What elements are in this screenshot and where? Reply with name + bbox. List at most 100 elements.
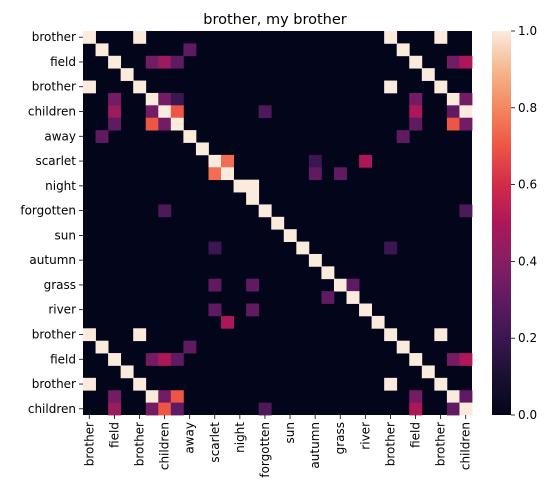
heatmap-cell — [145, 105, 159, 119]
heatmap-cell — [158, 55, 172, 69]
heatmap-cell — [221, 315, 234, 329]
heatmap-cell — [409, 353, 423, 366]
heatmap-cell — [233, 179, 247, 193]
y-tick-label: grass — [44, 278, 76, 292]
heatmap-cell — [158, 117, 172, 131]
heatmap-cell — [459, 204, 473, 218]
heatmap-cell — [258, 105, 272, 119]
heatmap-cell — [145, 117, 159, 131]
heatmap-cell — [384, 31, 398, 44]
heatmap-cell — [333, 278, 347, 292]
heatmap-cell — [359, 154, 373, 168]
x-tick-label: field — [409, 422, 423, 448]
heatmap-cell — [446, 117, 460, 131]
heatmap-cell — [170, 390, 184, 404]
heatmap-cell — [158, 402, 172, 416]
heatmap-cell — [283, 229, 297, 242]
heatmap-cell — [158, 105, 172, 119]
heatmap-cell — [170, 55, 184, 69]
colorbar-tick-label: 0.4 — [518, 254, 537, 268]
x-tick-label: away — [183, 422, 197, 454]
heatmap-cell — [208, 278, 222, 292]
heatmap-cell — [308, 154, 322, 168]
y-tick-label: night — [45, 179, 76, 193]
heatmap-cell — [459, 105, 473, 119]
heatmap-cell — [95, 130, 109, 143]
heatmap-cell — [346, 278, 360, 292]
heatmap-cell — [409, 105, 423, 119]
heatmap-cell — [446, 55, 460, 69]
heatmap-cell — [108, 353, 122, 366]
colorbar-tick-label: 0.0 — [518, 408, 537, 422]
y-tick-label: field — [50, 352, 76, 366]
heatmap-cell — [459, 390, 473, 404]
heatmap-cell — [446, 92, 460, 106]
heatmap-cell — [321, 266, 335, 280]
heatmap-cell — [421, 365, 435, 379]
heatmap-cell — [108, 105, 122, 119]
heatmap-cell — [195, 142, 209, 156]
heatmap-cell — [459, 92, 473, 106]
heatmap-cell — [446, 353, 460, 366]
colorbar-tick-label: 0.6 — [518, 178, 537, 192]
heatmap-cell — [359, 303, 373, 317]
heatmap-cell — [158, 92, 172, 106]
x-tick-label: night — [233, 422, 247, 453]
x-tick-label: brother — [132, 422, 146, 466]
colorbar-tick-label: 0.2 — [518, 331, 537, 345]
heatmap-cell — [446, 402, 460, 416]
heatmap-cell — [409, 390, 423, 404]
heatmap-cell — [396, 43, 410, 57]
x-tick-label: autumn — [308, 422, 322, 469]
chart-title: brother, my brother — [203, 12, 347, 28]
heatmap-cell — [446, 390, 460, 404]
x-tick-label: brother — [434, 422, 448, 466]
heatmap-cell — [83, 377, 96, 391]
heatmap-cell — [170, 117, 184, 131]
heatmap-cell — [133, 31, 147, 44]
heatmap-cell — [459, 55, 473, 69]
heatmap-cell — [208, 154, 222, 168]
heatmap-cell — [384, 241, 398, 255]
heatmap-cell — [83, 80, 96, 94]
heatmap-cell — [333, 167, 347, 181]
x-tick-label: scarlet — [208, 422, 222, 463]
x-tick-label: sun — [283, 422, 297, 443]
heatmap-cell — [409, 92, 423, 106]
heatmap-cell — [384, 80, 398, 94]
heatmap-cell — [434, 328, 448, 342]
heatmap-cell — [459, 402, 473, 416]
heatmap-cell — [321, 291, 335, 304]
heatmap-cell — [221, 167, 234, 181]
x-tick-label: field — [107, 422, 121, 448]
heatmap-cell — [145, 92, 159, 106]
heatmap-cell — [83, 328, 96, 342]
heatmap-cell — [258, 204, 272, 218]
heatmap-cell — [95, 43, 109, 57]
x-tick-label: river — [358, 422, 372, 450]
heatmap-cell — [246, 179, 260, 193]
heatmap-cell — [396, 340, 410, 354]
heatmap-cell — [133, 328, 147, 342]
heatmap-cell — [108, 402, 122, 416]
heatmap-cells — [83, 31, 473, 416]
heatmap-cell — [170, 353, 184, 366]
x-axis: brother field brother children away scarlet ni… — [82, 415, 473, 478]
heatmap-cell — [145, 402, 159, 416]
y-tick-label: sun — [55, 228, 76, 242]
x-tick-label: children — [459, 422, 473, 470]
colorbar-tick-label: 0.8 — [518, 101, 537, 115]
heatmap-cell — [170, 105, 184, 119]
heatmap-cell — [409, 402, 423, 416]
heatmap-cell — [183, 43, 197, 57]
colorbar-tick-label: 1.0 — [518, 24, 537, 38]
y-tick-label: scarlet — [35, 154, 76, 168]
colorbar-gradient — [492, 31, 511, 415]
heatmap-cell — [108, 55, 122, 69]
heatmap-cell — [446, 105, 460, 119]
heatmap-cell — [108, 390, 122, 404]
y-tick-label: brother — [32, 377, 76, 391]
heatmap-cell — [120, 68, 134, 81]
heatmap-cell — [384, 377, 398, 391]
